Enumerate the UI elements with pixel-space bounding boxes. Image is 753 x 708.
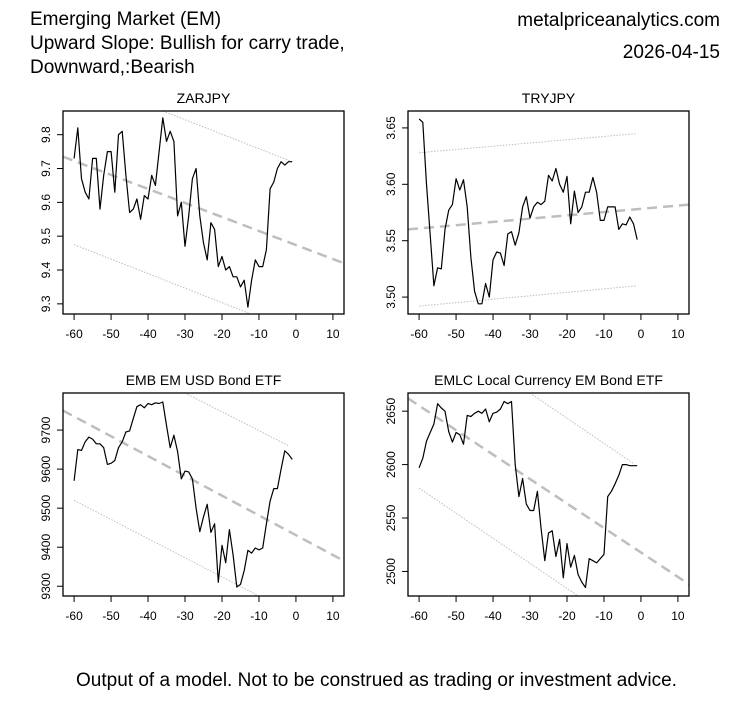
lower-band-line — [73, 244, 253, 314]
x-tick-label: -30 — [521, 327, 539, 341]
y-tick-label: 9.7 — [39, 160, 53, 177]
y-tick-label: 3.65 — [384, 116, 398, 140]
panel-title: ZARJPY — [177, 90, 231, 106]
y-tick-label: 9300 — [39, 573, 53, 600]
y-tick-label: 2550 — [384, 504, 398, 531]
plot-frame — [407, 392, 690, 597]
x-tick-label: -10 — [595, 609, 613, 623]
x-tick-label: -30 — [176, 609, 194, 623]
series-line — [73, 117, 293, 308]
y-tick-label: 9500 — [39, 494, 53, 521]
panel-title: EMLC Local Currency EM Bond ETF — [434, 372, 663, 388]
x-tick-label: 10 — [671, 609, 685, 623]
x-tick-label: -60 — [65, 609, 83, 623]
x-tick-label: 10 — [326, 327, 340, 341]
x-tick-label: -20 — [213, 327, 231, 341]
x-tick-label: -50 — [102, 609, 120, 623]
x-tick-label: -20 — [558, 327, 576, 341]
x-tick-label: -50 — [447, 327, 465, 341]
plot-frame — [62, 110, 345, 315]
x-tick-label: -20 — [558, 609, 576, 623]
plot-frame — [62, 392, 345, 597]
title-line-1: Emerging Market (EM) — [30, 9, 222, 30]
disclaimer-footer: Output of a model. Not to be construed a… — [76, 670, 677, 691]
y-tick-label: 9.3 — [39, 295, 53, 312]
chart-panel-4: EMLC Local Currency EM Bond ETF -60 -50 -40… — [384, 372, 690, 623]
chart-panel-2: TRYJPY -60 -50 -40 -30 -20 -10 0 10 3.50 3.55 3.60 3… — [384, 90, 690, 341]
trend-line — [63, 155, 344, 265]
plot-area — [63, 111, 344, 314]
y-tick-label: 3.60 — [384, 172, 398, 196]
site-label: metalpriceanalytics.com — [517, 10, 720, 31]
y-tick-label: 9400 — [39, 534, 53, 561]
series-line — [418, 118, 638, 305]
x-tick-label: -10 — [250, 327, 268, 341]
y-tick-label: 9.4 — [39, 261, 53, 278]
y-tick-label: 2650 — [384, 397, 398, 424]
series-line — [418, 400, 638, 589]
x-tick-label: 0 — [638, 327, 645, 341]
x-tick-label: -10 — [250, 609, 268, 623]
date-label: 2026-04-15 — [622, 42, 720, 63]
trend-line — [408, 397, 689, 586]
trend-line — [63, 409, 341, 561]
title-line-3: Downward,:Bearish — [30, 57, 195, 78]
plot-area — [408, 118, 689, 307]
y-tick-label: 9.5 — [39, 228, 53, 245]
plot-area — [408, 393, 689, 596]
lower-band-line — [73, 499, 260, 596]
y-tick-label: 2500 — [384, 558, 398, 585]
title-line-2: Upward Slope: Bullish for carry trade, — [30, 33, 345, 54]
x-tick-label: -20 — [213, 609, 231, 623]
lower-band-line — [419, 285, 638, 307]
upper-band-line — [162, 111, 293, 163]
y-tick-label: 9600 — [39, 455, 53, 482]
x-tick-label: -30 — [176, 327, 194, 341]
x-tick-label: -30 — [521, 609, 539, 623]
x-tick-label: 0 — [638, 609, 645, 623]
lower-band-line — [418, 487, 579, 596]
x-tick-label: -40 — [484, 327, 502, 341]
y-tick-label: 9700 — [39, 416, 53, 443]
x-tick-label: -60 — [410, 609, 428, 623]
chart-title-block: Emerging Market (EM) Upward Slope: Bulli… — [30, 8, 345, 80]
series-line — [73, 401, 293, 588]
upper-band-line — [419, 133, 638, 154]
plot-area — [63, 393, 341, 596]
y-tick-label: 3.50 — [384, 285, 398, 309]
x-tick-label: 0 — [293, 327, 300, 341]
plot-frame — [407, 110, 690, 315]
x-tick-label: -60 — [410, 327, 428, 341]
chart-panel-3: EMB EM USD Bond ETF -60 -50 -40 -30 -20 -10 0 10… — [39, 372, 345, 623]
x-tick-label: -60 — [65, 327, 83, 341]
y-tick-label: 9.6 — [39, 194, 53, 211]
y-tick-label: 9.8 — [39, 126, 53, 143]
upper-band-line — [529, 393, 634, 464]
x-tick-label: -50 — [447, 609, 465, 623]
chart-panel-1: ZARJPY -60 -50 -40 -30 -20 -10 0 10 9.3 9.4 9.5 9.6 9… — [39, 90, 345, 341]
panel-title: EMB EM USD Bond ETF — [126, 372, 282, 388]
x-tick-label: -40 — [139, 327, 157, 341]
y-tick-label: 3.55 — [384, 229, 398, 253]
panel-title: TRYJPY — [522, 90, 576, 106]
x-tick-label: 10 — [671, 327, 685, 341]
x-tick-label: -50 — [102, 327, 120, 341]
x-tick-label: 0 — [293, 609, 300, 623]
x-tick-label: 10 — [326, 609, 340, 623]
x-tick-label: -40 — [484, 609, 502, 623]
x-tick-label: -40 — [139, 609, 157, 623]
x-tick-label: -10 — [595, 327, 613, 341]
y-tick-label: 2600 — [384, 451, 398, 478]
upper-band-line — [184, 393, 289, 447]
